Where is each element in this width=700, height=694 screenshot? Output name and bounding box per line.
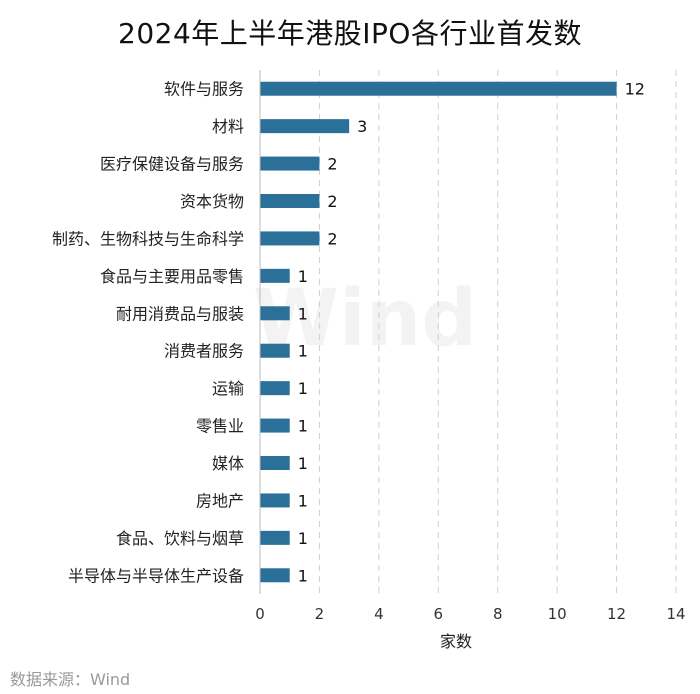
bar [260,493,290,508]
value-label: 1 [298,304,308,323]
value-label: 1 [298,342,308,361]
bar [260,381,290,396]
x-tick-label: 0 [255,605,265,623]
category-labels: 软件与服务材料医疗保健设备与服务资本货物制药、生物科技与生命科学食品与主要用品零… [52,80,244,586]
value-label: 1 [298,566,308,585]
bar [260,194,320,208]
bar [260,418,290,433]
x-tick-label: 6 [434,605,444,623]
bar [260,456,290,470]
value-label: 1 [298,454,308,473]
value-label: 1 [298,379,308,398]
x-tick-label: 8 [493,605,503,623]
bar [260,81,617,96]
value-label: 12 [625,80,645,99]
watermark: Wind [253,274,477,364]
bar [260,231,320,246]
value-label: 2 [327,229,337,248]
source-note: 数据来源：Wind [10,670,131,689]
bar [260,306,290,321]
category-label: 医疗保健设备与服务 [100,155,244,174]
category-label: 材料 [212,117,244,136]
x-tick-label: 14 [666,605,685,623]
category-label: 房地产 [196,491,244,510]
category-label: 耐用消费品与服装 [116,304,244,323]
category-label: 食品与主要用品零售 [100,267,244,286]
value-label: 2 [327,155,337,174]
value-label: 1 [298,491,308,510]
category-label: 食品、饮料与烟草 [116,529,244,548]
value-label: 3 [357,117,367,136]
x-tick-label: 4 [374,605,384,623]
x-tick-labels: 0 2 4 6 8 10 12 14 [255,605,685,623]
bar [260,268,290,283]
bar [260,119,350,134]
x-tick-label: 10 [548,605,567,623]
bar [260,568,290,583]
value-label: 1 [298,529,308,548]
value-label: 1 [298,417,308,436]
value-label: 1 [298,267,308,286]
bar [260,156,320,171]
x-tick-label: 12 [607,605,626,623]
category-label: 零售业 [196,417,244,436]
bar [260,530,290,545]
bars [260,81,617,583]
category-label: 资本货物 [180,192,244,211]
category-label: 媒体 [212,454,244,473]
chart-title: 2024年上半年港股IPO各行业首发数 [118,17,582,50]
bar [260,343,290,358]
category-label: 消费者服务 [164,342,244,361]
category-label: 软件与服务 [164,80,244,99]
category-label: 运输 [212,379,244,398]
x-tick-label: 2 [315,605,325,623]
x-axis-title: 家数 [440,632,472,651]
category-label: 半导体与半导体生产设备 [68,566,244,585]
value-label: 2 [327,192,337,211]
category-label: 制药、生物科技与生命科学 [52,229,244,248]
